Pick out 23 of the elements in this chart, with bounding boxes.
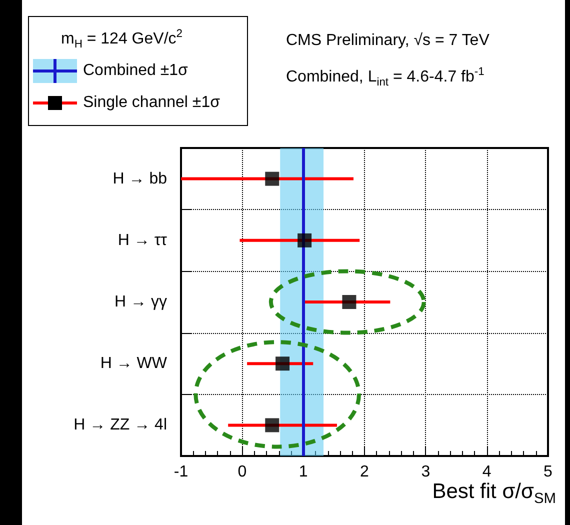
x-tick-label: 1 [298,464,308,480]
x-tick-label: 5 [544,464,553,480]
x-axis-title: Best fit σ/σ$_{SM}$ [432,480,556,508]
point [276,356,290,371]
x-tick-label: 2 [360,464,370,480]
x-tick-label: -1 [174,464,188,480]
y-tick-label: H → γγ [114,294,167,310]
point [298,233,312,248]
legend-title: m$_{H}$ = 124 GeV/c$^{2}$ [61,28,182,50]
legend-label: Single channel ±1σ [83,94,220,112]
point [265,172,280,186]
x-tick-label: 0 [238,464,247,480]
y-tick-label: H → bb [112,170,168,188]
x-tick-label: 4 [482,464,492,480]
y-tick-label: H → ZZ → 4l [74,416,167,434]
y-tick-label: H → WW [100,355,168,372]
text: Combined, L$_{int}$ = 4.6-4.7 fb$^{-1}$ [286,66,484,89]
text: CMS Preliminary, √s = 7 TeV [286,32,490,50]
y-tick-label: H → ττ [118,232,168,249]
point [342,295,356,309]
x-tick-label: 3 [421,464,430,480]
legend-label: Combined ±1σ [83,62,188,80]
point [265,418,280,432]
